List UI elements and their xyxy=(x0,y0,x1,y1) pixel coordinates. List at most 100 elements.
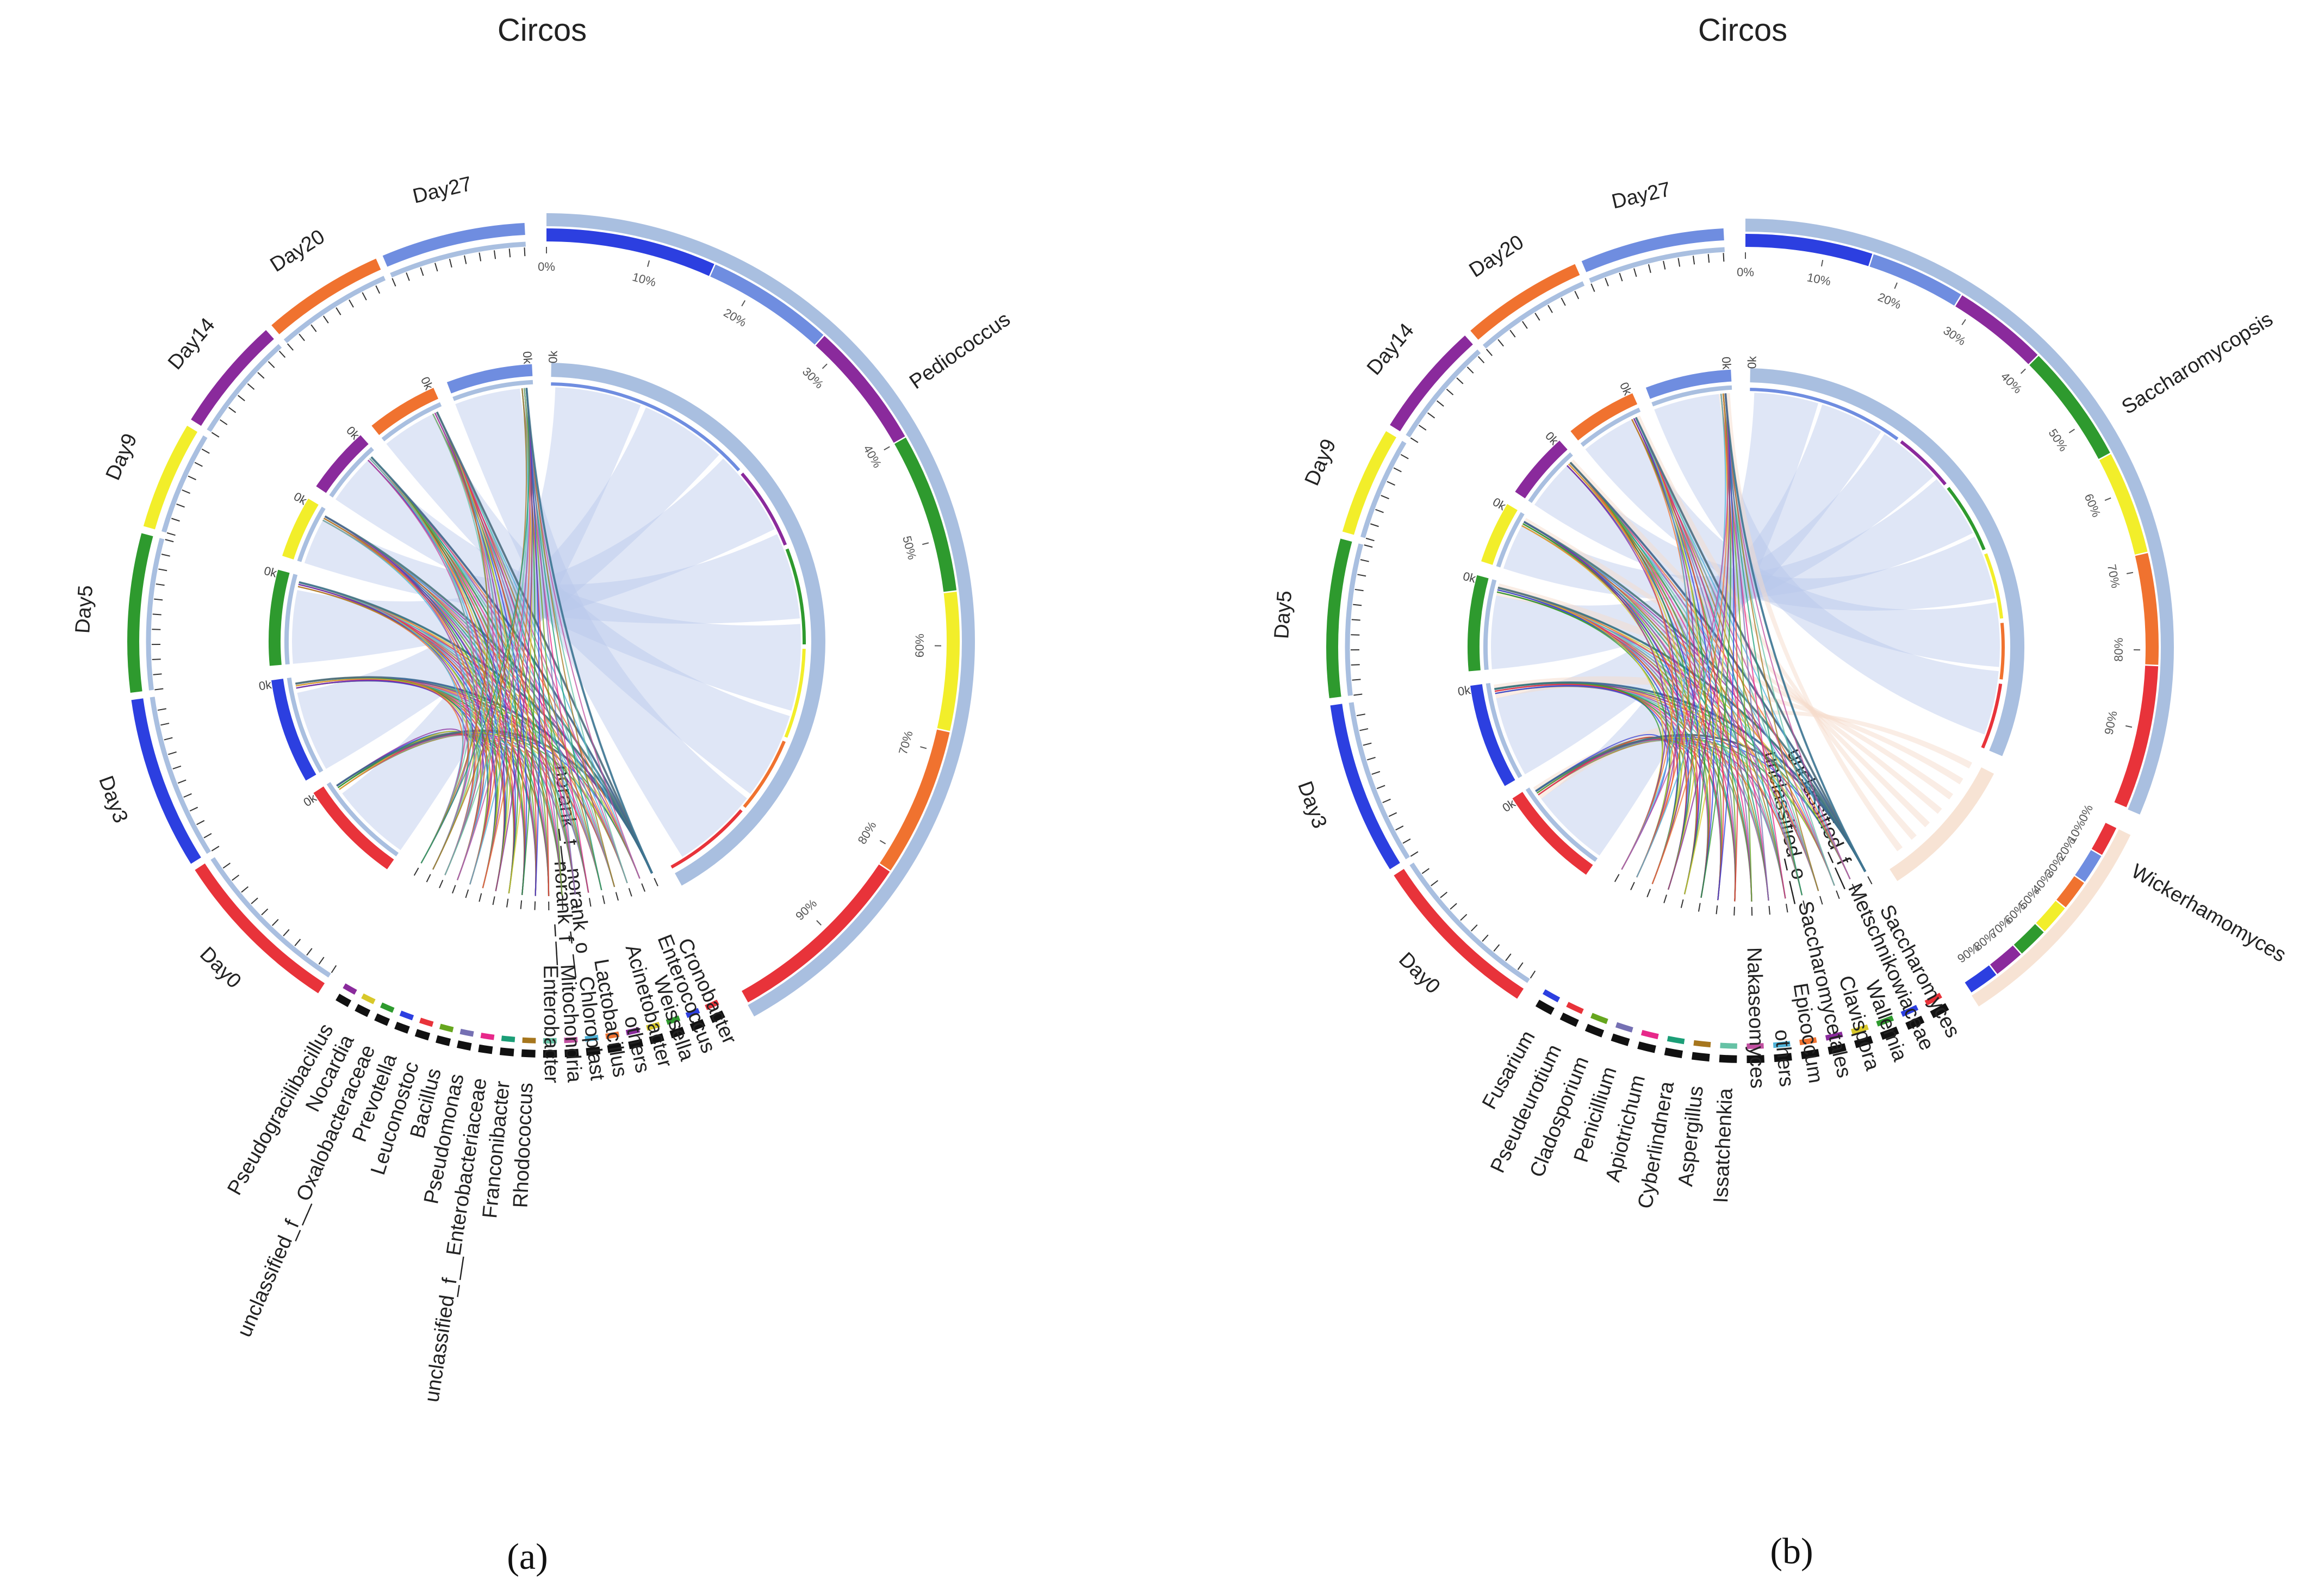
minor-inner-tick xyxy=(1663,895,1667,904)
taxon-segment-major xyxy=(1745,219,2174,815)
sample-segment-day20 xyxy=(1470,264,1580,340)
taxon-composition-minor xyxy=(1566,1002,1584,1014)
inner-sample-track xyxy=(284,574,298,665)
minor-inner-tick xyxy=(492,896,495,905)
sample-tick xyxy=(478,252,482,262)
taxon-segment-minor xyxy=(564,1048,579,1058)
chord-line xyxy=(324,518,477,875)
composition-segment xyxy=(2114,666,2159,808)
sample-tick xyxy=(1648,264,1651,273)
chord-line xyxy=(1635,417,1724,901)
taxon-composition-minor xyxy=(459,1028,474,1037)
sample-tick xyxy=(1482,934,1489,942)
sample-tick xyxy=(152,629,161,630)
sample-tick xyxy=(1357,574,1366,577)
percent-tick-label: 30% xyxy=(1941,324,1968,348)
sample-tick xyxy=(391,278,396,287)
sample-tick xyxy=(154,688,164,691)
sample-label-day14: Day14 xyxy=(1363,319,1419,380)
sample-tick xyxy=(219,419,228,425)
taxon-segment-minor xyxy=(649,1033,664,1045)
chord-line-main xyxy=(1569,462,1867,872)
sample-segment-day5 xyxy=(127,533,153,693)
percent-tick xyxy=(2020,368,2026,374)
sample-label-day9: Day9 xyxy=(102,430,142,483)
sample-tick xyxy=(160,723,170,726)
chord-ribbon-day20 xyxy=(386,414,790,794)
sample-tick xyxy=(251,897,258,904)
zero-tick-label: 0k xyxy=(546,350,560,364)
minor-inner-tick xyxy=(628,887,632,897)
sample-tick xyxy=(182,489,190,494)
chord-line xyxy=(444,388,529,875)
minor-inner-tick xyxy=(641,883,645,892)
taxon-segment-minor xyxy=(669,1027,685,1039)
percent-tick-label: 0% xyxy=(1737,265,1754,279)
inner-composition-band xyxy=(1999,623,2005,680)
sample-tick xyxy=(1354,588,1364,592)
taxon-segment-minor xyxy=(1854,1035,1873,1048)
inner-sample-track xyxy=(1486,682,1522,778)
taxon-segment-minor xyxy=(1828,1043,1847,1055)
sample-tick xyxy=(1353,693,1363,696)
chord-line xyxy=(1651,393,1729,884)
sample-label-day3: Day3 xyxy=(1293,778,1331,831)
sample-tick xyxy=(1395,825,1404,831)
composition-segment xyxy=(546,228,714,276)
sample-tick xyxy=(375,285,381,294)
taxon-composition-minor xyxy=(564,1036,578,1044)
minor-inner-tick xyxy=(1698,903,1701,912)
taxon-composition-minor xyxy=(1900,1004,1919,1017)
taxon-segment-minor xyxy=(628,1039,644,1049)
taxon-segment-minor xyxy=(1664,1047,1683,1059)
minor-inner-tick xyxy=(615,892,619,901)
percent-tick-label: 50% xyxy=(2046,426,2071,454)
sample-tick xyxy=(247,383,255,390)
chord-line xyxy=(369,458,483,875)
sample-tick xyxy=(211,432,220,438)
inner-sample-segment-day3 xyxy=(271,679,316,781)
sample-tick xyxy=(166,532,176,536)
sample-tick xyxy=(1509,330,1516,338)
sample-tick xyxy=(318,957,325,965)
taxon-composition-minor xyxy=(1640,1029,1659,1040)
taxon-composition-minor xyxy=(1851,1024,1869,1035)
sample-tick xyxy=(493,250,496,259)
sample-tick xyxy=(1517,962,1524,970)
chord-line xyxy=(1631,419,1707,895)
minor-inner-tick xyxy=(654,878,658,886)
inner-sample-segment-day0 xyxy=(313,786,394,870)
taxon-composition-minor xyxy=(1590,1013,1608,1024)
inner-sample-segment-day5 xyxy=(1468,575,1489,672)
taxon-label-9: Rhodococcus xyxy=(509,1082,538,1208)
taxon-composition-minor xyxy=(1542,989,1561,1003)
sample-tick xyxy=(1436,400,1444,407)
sample-tick xyxy=(1376,785,1385,790)
composition-segment xyxy=(879,729,950,871)
taxon-composition-minor xyxy=(399,1010,414,1021)
chord-line xyxy=(1567,465,1679,878)
percent-tick xyxy=(2125,725,2133,728)
zero-tick-label: 0k xyxy=(520,351,535,365)
composition-segment xyxy=(1745,233,1873,266)
sample-scale-arc xyxy=(1482,281,1585,349)
sample-label-day0: Day0 xyxy=(195,942,245,992)
chord-line-main xyxy=(436,411,653,874)
sample-label-day9: Day9 xyxy=(1301,436,1341,489)
sample-segment-day0 xyxy=(195,863,325,993)
taxon-segment-minor xyxy=(374,1013,390,1026)
sample-tick xyxy=(1590,283,1595,292)
zero-tick-label: 0k xyxy=(258,678,273,693)
sample-tick xyxy=(201,448,210,454)
sample-tick xyxy=(1486,349,1493,356)
taxon-composition-minor xyxy=(1799,1037,1817,1046)
sample-tick xyxy=(1421,868,1430,874)
sample-tick xyxy=(1477,356,1485,364)
chord-line xyxy=(1725,393,1769,901)
major-taxon-label: Pediococcus xyxy=(905,308,1015,394)
percent-tick xyxy=(1820,259,1824,267)
sample-tick xyxy=(1522,321,1528,329)
sample-tick xyxy=(508,249,511,258)
chord-line-main xyxy=(1724,393,1867,872)
